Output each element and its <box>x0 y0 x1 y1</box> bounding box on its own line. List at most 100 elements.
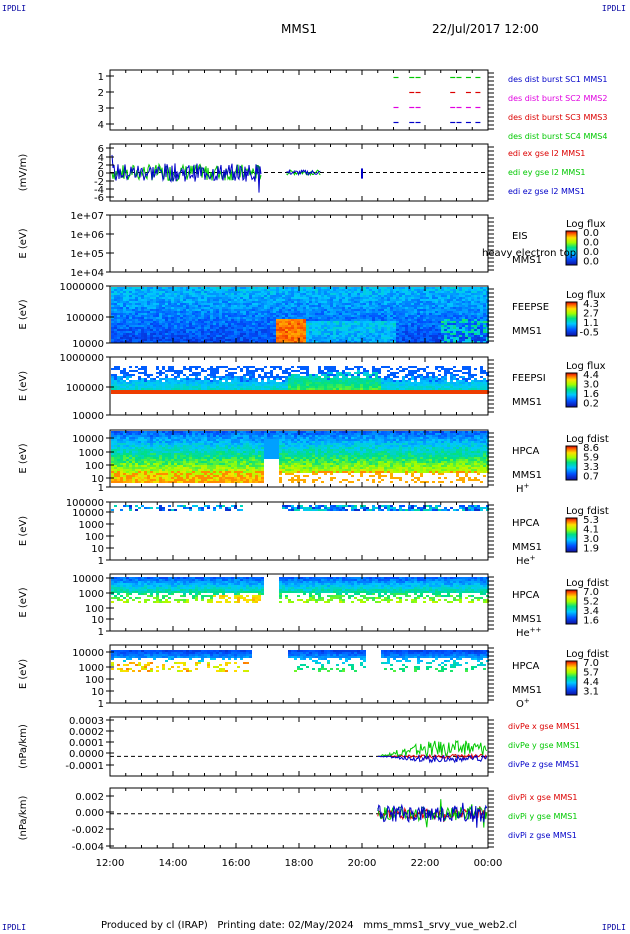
edi-ytick-1: 4 <box>98 153 104 164</box>
divpi-ylabel: (nPa/km) <box>18 796 29 841</box>
hpca-o-ytick-3: 10 <box>91 687 104 698</box>
hpca-o-ytick-1: 1000 <box>79 663 104 674</box>
divpe-ylabel: (nPa/km) <box>18 724 29 769</box>
x-axis-tick-6: 00:00 <box>474 858 503 869</box>
divpe-ytick-3: 0.0000 <box>69 749 104 760</box>
hpca-he-colorbar-tick-3: 1.9 <box>583 544 599 555</box>
hpca-h-instrument: HPCA <box>512 446 540 457</box>
feepse-instrument: FEEPSE <box>512 302 549 313</box>
eis-colorbar-tick-3: 0.0 <box>583 257 599 268</box>
divpe-legend-1: divPe y gse MMS1 <box>508 741 580 750</box>
hpca-o-spacecraft: MMS1 <box>512 685 542 696</box>
divpi-ytick-2: -0.002 <box>72 825 104 836</box>
burst-legend-0: des dist burst SC1 MMS1 <box>508 75 607 84</box>
edi-legend-0: edi ex gse l2 MMS1 <box>508 149 585 158</box>
feepse-colorbar-tick-3: -0.5 <box>579 328 599 339</box>
page-title-spacecraft: MMS1 <box>281 22 317 36</box>
divpi-ytick-1: 0.000 <box>75 808 104 819</box>
feepsi-colorbar-tick-0: 4.4 <box>583 370 599 381</box>
hpca-h-colorbar-tick-3: 0.7 <box>583 472 599 483</box>
feepsi-colorbar-tick-3: 0.2 <box>583 399 599 410</box>
edi-ylabel: (mV/m) <box>18 154 29 192</box>
hpca-he-ylabel: E (eV) <box>18 516 29 546</box>
hpca-h-ytick-3: 10 <box>91 474 104 485</box>
hpca-hepp-ylabel: E (eV) <box>18 587 29 617</box>
edi-ytick-3: 0 <box>98 169 104 180</box>
divpi-series-2 <box>377 802 488 828</box>
hpca-h-colorbar-tick-0: 8.6 <box>583 443 599 454</box>
hpca-hepp-ytick-3: 10 <box>91 615 104 626</box>
burst-ytick-2: 3 <box>98 104 104 115</box>
eis-frame <box>109 214 489 273</box>
feepse-ytick-2: 10000 <box>72 339 104 350</box>
footer-script-name: mms_mms1_srvy_vue_web2.cl <box>363 920 518 931</box>
hpca-hepp-ytick-0: 10000 <box>72 574 104 585</box>
hpca-hepp-colorbar <box>565 589 578 625</box>
x-axis-tick-1: 14:00 <box>159 858 188 869</box>
eis-ytick-0: 1e+07 <box>70 211 104 222</box>
x-axis-tick-2: 16:00 <box>222 858 251 869</box>
divpe-ytick-1: 0.0002 <box>69 727 104 738</box>
hpca-hepp-instrument: HPCA <box>512 590 540 601</box>
divpi-ytick-3: -0.004 <box>72 842 104 853</box>
feepsi-colorbar <box>565 372 578 408</box>
burst-frame <box>109 69 489 131</box>
hpca-hepp-colorbar-tick-3: 1.6 <box>583 616 599 627</box>
hpca-he-species: He+ <box>516 554 536 567</box>
feepse-colorbar-tick-0: 4.3 <box>583 299 599 310</box>
x-axis-tick-0: 12:00 <box>96 858 125 869</box>
hpca-o-colorbar-tick-3: 3.1 <box>583 687 599 698</box>
feepsi-ytick-0: 1000000 <box>59 353 104 364</box>
feepse-spacecraft: MMS1 <box>512 326 542 337</box>
hpca-o-colorbar <box>565 660 578 696</box>
divpe-ytick-4: -0.0001 <box>65 761 104 772</box>
edi-ytick-2: 2 <box>98 161 104 172</box>
hpca-he-colorbar-tick-0: 5.3 <box>583 515 599 526</box>
eis-ytick-3: 1e+04 <box>70 268 104 279</box>
hpca-he-ytick-3: 100 <box>85 532 104 543</box>
hpca-he-ytick-0: 100000 <box>66 498 104 509</box>
eis-colorbar-tick-2: 0.0 <box>583 247 599 258</box>
divpi-series-1 <box>377 799 488 828</box>
hpca-hepp-colorbar-tick-2: 3.4 <box>583 606 599 617</box>
hpca-hepp-ytick-1: 1000 <box>79 589 104 600</box>
feepsi-colorbar-tick-2: 1.6 <box>583 389 599 400</box>
hpca-he-ytick-2: 1000 <box>79 520 104 531</box>
feepsi-ytick-1: 100000 <box>66 383 104 394</box>
corner-label-top-left: IPDLI <box>2 4 27 13</box>
feepsi-instrument: FEEPSI <box>512 373 546 384</box>
eis-ylabel: E (eV) <box>18 228 29 258</box>
x-axis-tick-5: 22:00 <box>411 858 440 869</box>
corner-label-bottom-left: IPDLI <box>2 923 27 932</box>
divpi-ytick-0: 0.002 <box>75 792 104 803</box>
footer-printing-date: Printing date: 02/May/2024 <box>217 920 354 931</box>
feepsi-spacecraft: MMS1 <box>512 397 542 408</box>
hpca-he-ytick-5: 1 <box>98 556 104 567</box>
hpca-h-colorbar-title: Log fdist <box>566 434 609 445</box>
burst-ytick-1: 2 <box>98 88 104 99</box>
hpca-h-ytick-1: 1000 <box>79 448 104 459</box>
divpe-series-2 <box>377 754 488 764</box>
burst-legend-2: des dist burst SC3 MMS3 <box>508 113 607 122</box>
edi-ytick-6: -6 <box>94 193 104 204</box>
eis-colorbar-tick-1: 0.0 <box>583 238 599 249</box>
divpe-legend-2: divPe z gse MMS1 <box>508 760 579 769</box>
eis-ytick-2: 1e+05 <box>70 249 104 260</box>
burst-ytick-0: 1 <box>98 72 104 83</box>
eis-overlay-text: heavy electron top <box>482 248 576 259</box>
feepse-colorbar-tick-1: 2.7 <box>583 309 599 320</box>
hpca-o-colorbar-tick-0: 7.0 <box>583 658 599 669</box>
feepse-colorbar <box>565 301 578 337</box>
hpca-o-ylabel: E (eV) <box>18 659 29 689</box>
edi-series-1 <box>111 154 262 193</box>
eis-colorbar-title: Log flux <box>566 219 606 230</box>
eis-spacecraft: MMS1 <box>512 255 542 266</box>
hpca-h-colorbar <box>565 445 578 481</box>
feepse-colorbar-title: Log flux <box>566 290 606 301</box>
x-axis-tick-3: 18:00 <box>285 858 314 869</box>
hpca-hepp-colorbar-title: Log fdist <box>566 578 609 589</box>
eis-instrument: EIS <box>512 231 528 242</box>
hpca-o-colorbar-tick-2: 4.4 <box>583 677 599 688</box>
burst-legend-3: des dist burst SC4 MMS4 <box>508 132 607 141</box>
